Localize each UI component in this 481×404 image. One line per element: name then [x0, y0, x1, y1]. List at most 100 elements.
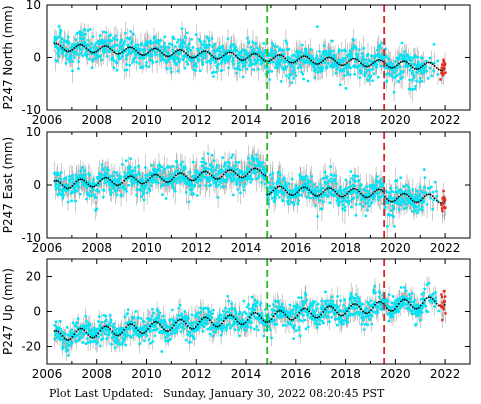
observation-point	[195, 169, 199, 173]
observation-point	[291, 191, 294, 195]
observation-point	[309, 48, 313, 52]
observation-point	[219, 50, 223, 54]
observation-point	[179, 163, 183, 167]
observation-point	[286, 202, 290, 206]
observation-point	[65, 52, 69, 56]
model-point	[163, 53, 165, 56]
observation-point	[278, 173, 282, 177]
observation-point	[86, 341, 90, 344]
observation-point	[399, 203, 403, 207]
observation-point	[358, 76, 362, 80]
observation-point	[355, 195, 359, 199]
observation-point	[70, 199, 73, 203]
observation-point	[66, 35, 70, 39]
observation-point	[95, 207, 99, 211]
observation-point	[182, 41, 186, 45]
observation-point	[354, 174, 357, 178]
observation-point	[209, 183, 213, 187]
observation-point	[421, 191, 425, 194]
observation-point	[65, 325, 69, 329]
observation-point	[322, 176, 326, 180]
model-point	[141, 54, 143, 56]
model-point	[280, 54, 283, 57]
observation-point	[165, 67, 169, 71]
model-point	[212, 56, 215, 59]
observation-point	[333, 194, 337, 198]
observation-point	[168, 42, 172, 46]
x-tick-label: 2008	[81, 241, 112, 255]
observation-point	[407, 186, 411, 189]
model-point	[161, 177, 163, 180]
observation-point	[348, 199, 352, 203]
observation-point	[77, 338, 81, 342]
observation-point	[173, 189, 177, 193]
model-point	[127, 175, 130, 178]
model-point	[348, 190, 350, 193]
observation-point	[58, 319, 62, 323]
observation-point	[260, 181, 264, 184]
observation-point	[252, 159, 256, 163]
observation-point	[126, 52, 130, 56]
observation-point	[65, 47, 69, 51]
model-point	[151, 48, 153, 51]
observation-point	[400, 75, 404, 79]
recent-point	[443, 67, 446, 70]
observation-point	[81, 54, 85, 58]
observation-point	[74, 335, 78, 339]
observation-point	[130, 42, 134, 46]
observation-point	[276, 180, 280, 184]
observation-point	[209, 168, 213, 172]
model-point	[89, 185, 92, 187]
recent-point	[441, 63, 444, 66]
model-point	[336, 61, 339, 64]
observation-point	[175, 181, 179, 185]
observation-point	[238, 68, 242, 72]
observation-point	[365, 68, 369, 72]
observation-point	[221, 170, 225, 173]
model-point	[212, 176, 215, 179]
observation-point	[123, 68, 127, 72]
observation-point	[419, 196, 423, 200]
observation-point	[260, 59, 264, 63]
observation-point	[427, 186, 431, 190]
observation-point	[147, 41, 151, 45]
observation-point	[398, 188, 402, 191]
model-point	[338, 63, 341, 66]
model-point	[308, 189, 311, 191]
observation-point	[167, 45, 171, 49]
observation-point	[290, 54, 294, 58]
observation-point	[374, 183, 378, 187]
recent-observations	[440, 189, 447, 213]
observation-point	[340, 192, 344, 196]
observation-point	[247, 160, 251, 164]
observation-point	[431, 190, 435, 194]
observation-point	[133, 44, 137, 48]
observation-point	[219, 181, 222, 185]
observation-point	[167, 51, 171, 55]
observation-point	[74, 51, 78, 54]
observation-point	[329, 165, 333, 168]
observation-point	[304, 188, 308, 192]
observation-point	[68, 333, 72, 337]
model-point	[316, 63, 319, 65]
observation-point	[368, 204, 371, 208]
observation-point	[245, 67, 249, 71]
observation-point	[187, 200, 191, 204]
observation-point	[404, 189, 408, 193]
observation-point	[120, 54, 124, 58]
observation-point	[205, 35, 209, 39]
observation-point	[190, 183, 194, 187]
observation-point	[385, 80, 389, 83]
observation-point	[178, 175, 181, 179]
observation-point	[107, 168, 110, 172]
observation-point	[411, 188, 415, 191]
model-point	[111, 181, 114, 183]
model-point	[419, 199, 422, 202]
model-point	[322, 59, 325, 62]
observation-point	[105, 166, 109, 170]
model-point	[105, 45, 108, 47]
model-point	[374, 60, 376, 63]
observation-point	[346, 55, 350, 59]
observation-point	[402, 70, 405, 74]
observation-point	[75, 189, 79, 193]
